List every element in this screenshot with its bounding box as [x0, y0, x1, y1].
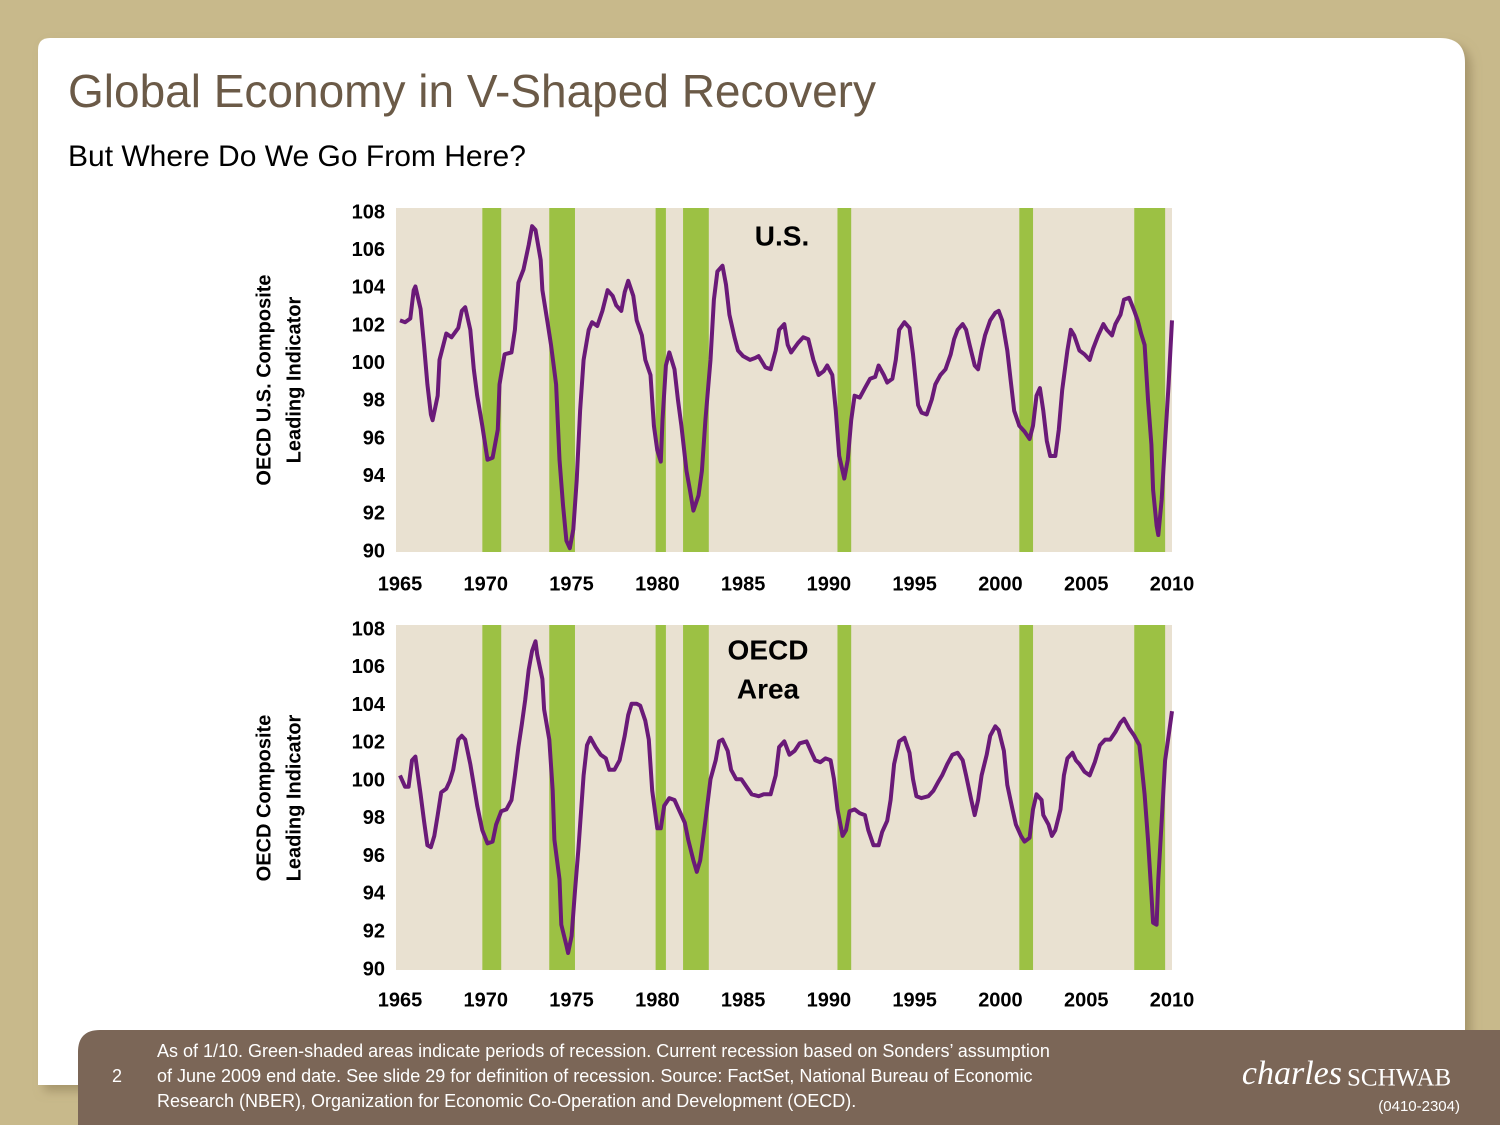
x-tick-label: 1990 — [807, 989, 852, 1011]
logo-wordmark: SCHWAB — [1347, 1065, 1451, 1092]
y-tick-label: 100 — [352, 352, 385, 374]
recession-band — [837, 208, 852, 552]
y-tick-label: 94 — [363, 883, 386, 905]
recession-band — [482, 208, 502, 552]
chart-annotation: OECD — [728, 634, 809, 665]
y-axis-title: OECD U.S. Composite — [253, 274, 275, 485]
x-tick-label: 1985 — [721, 989, 766, 1011]
x-tick-label: 2000 — [978, 573, 1023, 595]
x-tick-label: 1970 — [464, 573, 509, 595]
x-tick-label: 1965 — [378, 989, 423, 1011]
x-tick-label: 1965 — [378, 573, 423, 595]
y-axis-title: Leading Indicator — [283, 714, 305, 881]
y-tick-label: 106 — [352, 239, 385, 261]
page-number: 2 — [112, 1066, 122, 1086]
y-tick-label: 106 — [352, 656, 385, 678]
x-tick-label: 1995 — [892, 989, 937, 1011]
y-axis-title: OECD Composite — [253, 715, 275, 882]
y-tick-label: 96 — [363, 427, 385, 449]
footnote-line: As of 1/10. Green-shaded areas indicate … — [157, 1041, 1050, 1061]
recession-band — [1019, 625, 1034, 970]
y-tick-label: 102 — [352, 314, 385, 336]
x-tick-label: 2000 — [978, 989, 1023, 1011]
x-tick-label: 1970 — [464, 989, 509, 1011]
x-tick-label: 2005 — [1064, 989, 1109, 1011]
y-tick-label: 108 — [352, 201, 385, 223]
y-tick-label: 102 — [352, 732, 385, 754]
recession-band — [655, 208, 666, 552]
recession-band — [1134, 625, 1166, 970]
x-tick-label: 1995 — [892, 573, 937, 595]
plot-background — [396, 208, 1172, 552]
recession-band — [683, 208, 709, 552]
logo-script: charles — [1242, 1055, 1342, 1092]
x-tick-label: 1985 — [721, 573, 766, 595]
x-tick-label: 2010 — [1150, 573, 1195, 595]
x-tick-label: 2005 — [1064, 573, 1109, 595]
y-tick-label: 98 — [363, 390, 385, 412]
slide-code: (0410-2304) — [1378, 1098, 1460, 1115]
y-tick-label: 92 — [363, 921, 385, 943]
y-tick-label: 98 — [363, 807, 385, 829]
charts: 90 92 94 96 98 100 102 104 106 108 1965 1970 1975 198… — [253, 201, 1194, 1011]
y-tick-label: 104 — [352, 694, 386, 716]
y-tick-label: 94 — [363, 465, 386, 487]
x-tick-label: 1975 — [549, 989, 594, 1011]
x-tick-label: 1980 — [635, 989, 680, 1011]
recession-band — [683, 625, 709, 970]
x-tick-label: 1990 — [807, 573, 852, 595]
data-line — [399, 224, 1174, 551]
slide-title: Global Economy in V-Shaped Recovery — [68, 65, 876, 117]
recession-band — [482, 625, 502, 970]
y-tick-label: 108 — [352, 618, 385, 640]
y-tick-label: 104 — [352, 277, 386, 299]
x-tick-label: 1980 — [635, 573, 680, 595]
footnote-line: of June 2009 end date. See slide 29 for … — [157, 1066, 1033, 1086]
chart-annotation: U.S. — [755, 220, 809, 251]
y-tick-label: 90 — [363, 958, 385, 980]
y-tick-label: 100 — [352, 769, 385, 791]
recession-band — [837, 625, 852, 970]
footer-band — [78, 1030, 1500, 1125]
x-tick-label: 2010 — [1150, 989, 1195, 1011]
y-axis-title: Leading Indicator — [283, 296, 305, 463]
recession-band — [655, 625, 666, 970]
y-tick-label: 92 — [363, 503, 385, 525]
y-tick-label: 90 — [363, 540, 385, 562]
footnote-line: Research (NBER), Organization for Econom… — [157, 1091, 856, 1111]
x-tick-label: 1975 — [549, 573, 594, 595]
data-line — [398, 639, 1174, 955]
chart-annotation: Area — [737, 673, 800, 704]
recession-band — [1019, 208, 1034, 552]
slide-subtitle: But Where Do We Go From Here? — [68, 140, 526, 173]
y-tick-label: 96 — [363, 845, 385, 867]
